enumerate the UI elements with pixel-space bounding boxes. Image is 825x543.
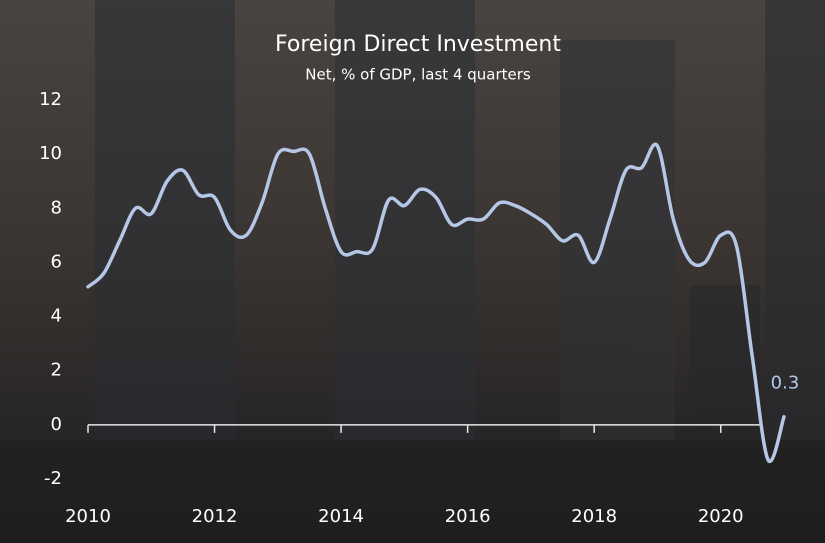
x-tick-label: 2016 [445,506,491,527]
y-tick-label: 8 [51,197,62,218]
y-tick-label: 4 [51,306,62,327]
x-tick-label: 2014 [318,506,364,527]
y-tick-label: 2 [51,360,62,381]
y-tick-label: -2 [44,468,62,489]
chart-subtitle: Net, % of GDP, last 4 quarters [305,66,531,84]
data-label: 0.3 [771,373,800,394]
y-tick-label: 0 [51,414,62,435]
ground [0,440,825,543]
x-tick-label: 2012 [192,506,238,527]
chart-title: Foreign Direct Investment [275,32,561,57]
x-tick-label: 2010 [65,506,111,527]
x-tick-label: 2018 [571,506,617,527]
chart: Foreign Direct Investment Net, % of GDP,… [0,0,825,543]
y-tick-label: 12 [39,89,62,110]
x-tick-label: 2020 [698,506,744,527]
y-tick-label: 6 [51,251,62,272]
y-tick-label: 10 [39,143,62,164]
